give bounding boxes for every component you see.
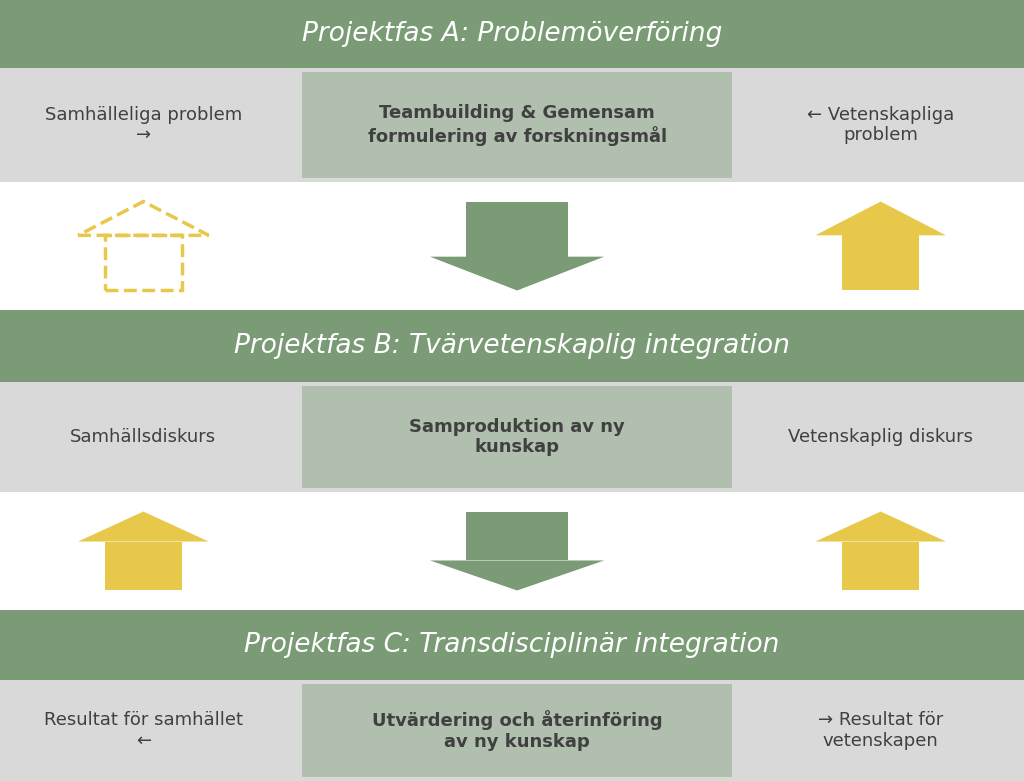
Text: ← Vetenskapliga
problem: ← Vetenskapliga problem bbox=[807, 105, 954, 144]
FancyBboxPatch shape bbox=[842, 235, 920, 291]
FancyBboxPatch shape bbox=[466, 512, 568, 561]
FancyBboxPatch shape bbox=[0, 310, 1024, 382]
FancyBboxPatch shape bbox=[0, 0, 1024, 68]
Text: Samhälleliga problem
→: Samhälleliga problem → bbox=[45, 105, 242, 144]
FancyBboxPatch shape bbox=[302, 72, 732, 178]
FancyBboxPatch shape bbox=[302, 684, 732, 777]
Text: Projektfas B: Tvärvetenskaplig integration: Projektfas B: Tvärvetenskaplig integrati… bbox=[234, 333, 790, 359]
FancyBboxPatch shape bbox=[0, 182, 1024, 310]
Text: Samproduktion av ny
kunskap: Samproduktion av ny kunskap bbox=[410, 418, 625, 456]
Text: Projektfas C: Transdisciplinär integration: Projektfas C: Transdisciplinär integrati… bbox=[245, 632, 779, 658]
FancyBboxPatch shape bbox=[0, 680, 1024, 781]
FancyBboxPatch shape bbox=[302, 386, 732, 488]
FancyBboxPatch shape bbox=[0, 68, 1024, 182]
FancyBboxPatch shape bbox=[105, 541, 182, 590]
Text: Projektfas A: Problemöverföring: Projektfas A: Problemöverföring bbox=[302, 21, 722, 47]
Polygon shape bbox=[430, 561, 604, 590]
FancyBboxPatch shape bbox=[842, 541, 920, 590]
Text: Resultat för samhället
←: Resultat för samhället ← bbox=[44, 711, 243, 750]
FancyBboxPatch shape bbox=[0, 382, 1024, 492]
Polygon shape bbox=[815, 512, 946, 541]
Text: Vetenskaplig diskurs: Vetenskaplig diskurs bbox=[788, 428, 973, 446]
Text: → Resultat för
vetenskapen: → Resultat för vetenskapen bbox=[818, 711, 943, 750]
FancyBboxPatch shape bbox=[0, 492, 1024, 610]
Polygon shape bbox=[430, 257, 604, 291]
Polygon shape bbox=[815, 201, 946, 235]
Text: Teambuilding & Gemensam
formulering av forskningsmål: Teambuilding & Gemensam formulering av f… bbox=[368, 105, 667, 145]
Polygon shape bbox=[78, 512, 209, 541]
Text: Samhällsdiskurs: Samhällsdiskurs bbox=[71, 428, 216, 446]
FancyBboxPatch shape bbox=[466, 201, 568, 257]
FancyBboxPatch shape bbox=[0, 610, 1024, 680]
Text: Utvärdering och återinföring
av ny kunskap: Utvärdering och återinföring av ny kunsk… bbox=[372, 710, 663, 751]
